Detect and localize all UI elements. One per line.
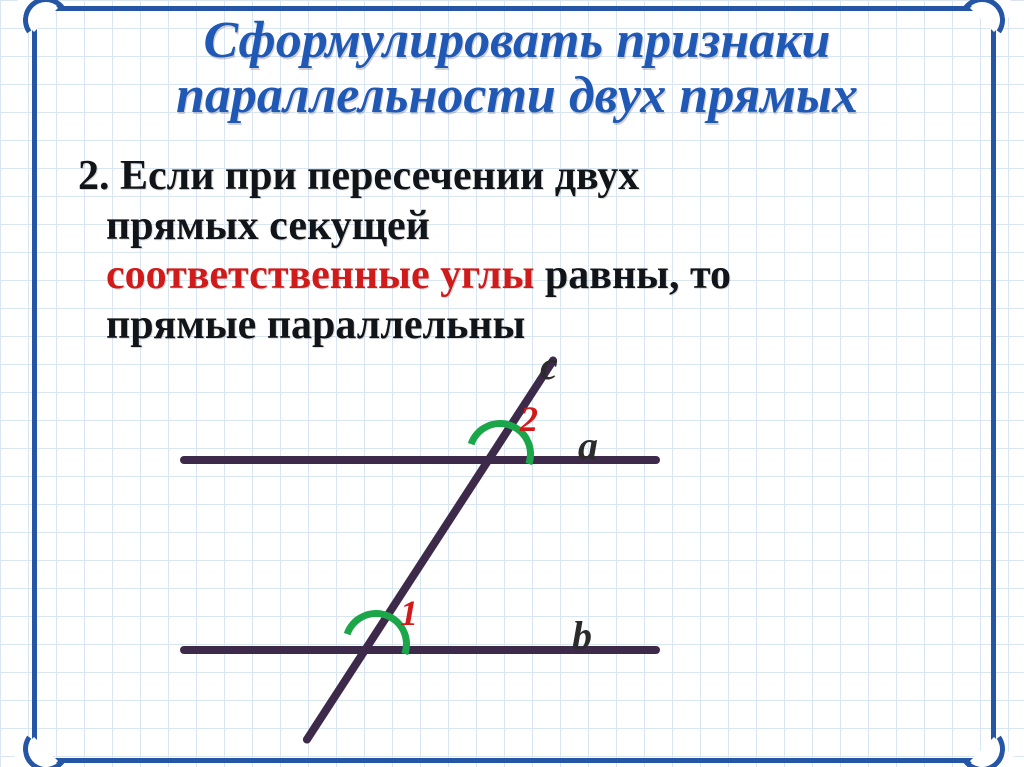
title-line-2: параллельности двух прямых [50, 69, 984, 124]
text-line-1: 2. Если при пересечении двух [78, 153, 639, 199]
angle-label-2: 2 [520, 398, 538, 440]
angle-label-1: 1 [400, 592, 418, 634]
geometry-figure: c a b 2 1 [140, 340, 860, 740]
text-line-3-rest: равны, то [534, 252, 731, 298]
label-a: a [578, 422, 598, 469]
text-highlight: соответственные углы [106, 252, 534, 298]
theorem-text: 2. Если при пересечении двух прямых секу… [78, 152, 964, 350]
label-b: b [572, 612, 592, 659]
slide: Сформулировать признаки параллельности д… [0, 0, 1024, 767]
label-c: c [540, 342, 558, 389]
slide-title: Сформулировать признаки параллельности д… [50, 14, 984, 123]
text-line-2: прямых секущей [106, 203, 430, 249]
title-line-1: Сформулировать признаки [50, 14, 984, 69]
